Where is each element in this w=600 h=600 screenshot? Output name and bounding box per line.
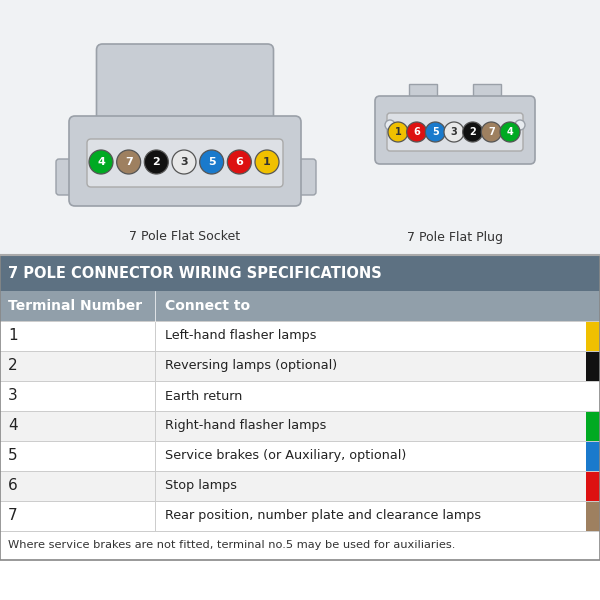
Bar — [0, 255, 600, 291]
Circle shape — [515, 120, 525, 130]
Bar — [0, 291, 600, 321]
Text: 2: 2 — [152, 157, 160, 167]
Circle shape — [388, 122, 408, 142]
Text: Terminal Number: Terminal Number — [8, 299, 142, 313]
Circle shape — [500, 122, 520, 142]
Bar — [142, 117, 172, 129]
Bar — [586, 381, 600, 411]
Circle shape — [89, 150, 113, 174]
Text: Stop lamps: Stop lamps — [165, 479, 237, 493]
Text: 6: 6 — [8, 479, 18, 493]
Circle shape — [425, 122, 445, 142]
Text: Connect to: Connect to — [165, 299, 250, 313]
FancyBboxPatch shape — [97, 44, 274, 134]
Bar — [586, 501, 600, 531]
Circle shape — [255, 150, 279, 174]
Bar — [586, 411, 600, 441]
Text: 6: 6 — [413, 127, 420, 137]
FancyBboxPatch shape — [87, 139, 283, 187]
Circle shape — [172, 150, 196, 174]
Bar — [198, 117, 228, 129]
Bar — [473, 84, 501, 104]
FancyBboxPatch shape — [294, 159, 316, 195]
Text: 5: 5 — [432, 127, 439, 137]
FancyBboxPatch shape — [387, 113, 523, 151]
Bar — [0, 501, 600, 531]
Bar — [0, 411, 600, 441]
Bar — [0, 531, 600, 560]
Bar — [0, 441, 600, 471]
Text: 3: 3 — [180, 157, 188, 167]
Text: Left-hand flasher lamps: Left-hand flasher lamps — [165, 329, 317, 343]
Text: 2: 2 — [469, 127, 476, 137]
Bar — [0, 0, 600, 255]
Circle shape — [200, 150, 224, 174]
Text: Earth return: Earth return — [165, 389, 242, 403]
Bar — [0, 381, 600, 411]
Text: 4: 4 — [8, 419, 17, 433]
Bar — [586, 441, 600, 471]
Circle shape — [385, 120, 395, 130]
Text: Where service brakes are not fitted, terminal no.5 may be used for auxiliaries.: Where service brakes are not fitted, ter… — [8, 541, 455, 551]
Bar — [586, 471, 600, 501]
Circle shape — [481, 122, 502, 142]
Text: 4: 4 — [97, 157, 105, 167]
FancyBboxPatch shape — [375, 96, 535, 164]
Text: 7 Pole Flat Socket: 7 Pole Flat Socket — [130, 230, 241, 244]
Text: 1: 1 — [263, 157, 271, 167]
Text: 6: 6 — [235, 157, 243, 167]
Bar — [586, 351, 600, 381]
Text: 7: 7 — [125, 157, 133, 167]
Text: 1: 1 — [8, 329, 17, 343]
Bar — [0, 321, 600, 351]
FancyBboxPatch shape — [56, 159, 78, 195]
Bar — [0, 255, 600, 560]
Circle shape — [407, 122, 427, 142]
Text: 7: 7 — [8, 509, 17, 523]
Text: Rear position, number plate and clearance lamps: Rear position, number plate and clearanc… — [165, 509, 481, 523]
Bar — [0, 351, 600, 381]
Circle shape — [463, 122, 482, 142]
FancyBboxPatch shape — [69, 116, 301, 206]
Circle shape — [227, 150, 251, 174]
Text: 1: 1 — [395, 127, 401, 137]
Text: Right-hand flasher lamps: Right-hand flasher lamps — [165, 419, 326, 433]
Text: 3: 3 — [451, 127, 457, 137]
Text: Service brakes (or Auxiliary, optional): Service brakes (or Auxiliary, optional) — [165, 449, 406, 463]
Text: 5: 5 — [8, 449, 17, 463]
Circle shape — [116, 150, 140, 174]
Bar — [409, 84, 437, 104]
Circle shape — [145, 150, 169, 174]
Text: 2: 2 — [8, 358, 17, 373]
Text: 7 Pole Flat Plug: 7 Pole Flat Plug — [407, 230, 503, 244]
Text: 5: 5 — [208, 157, 215, 167]
Text: 4: 4 — [506, 127, 514, 137]
Text: Reversing lamps (optional): Reversing lamps (optional) — [165, 359, 337, 373]
Text: 3: 3 — [8, 389, 18, 403]
Bar — [586, 321, 600, 351]
Circle shape — [444, 122, 464, 142]
Text: 7: 7 — [488, 127, 495, 137]
Text: 7 POLE CONNECTOR WIRING SPECIFICATIONS: 7 POLE CONNECTOR WIRING SPECIFICATIONS — [8, 265, 382, 280]
Bar — [0, 471, 600, 501]
